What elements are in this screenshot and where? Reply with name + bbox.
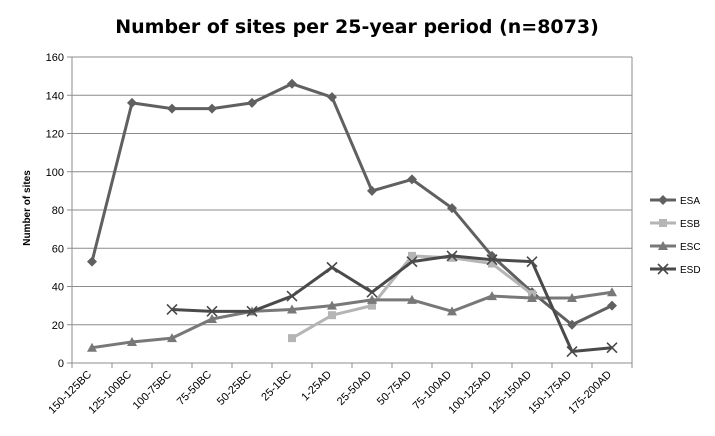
data-point-esd bbox=[526, 256, 538, 268]
data-point-esc bbox=[167, 333, 177, 343]
legend: ESA ESB ESC ESD bbox=[650, 195, 701, 276]
y-tick-label: 120 bbox=[46, 129, 64, 141]
legend-item-esc: ESC bbox=[650, 241, 701, 253]
data-point-esc bbox=[407, 294, 417, 304]
legend-label: ESD bbox=[680, 265, 701, 276]
legend-marker bbox=[659, 219, 667, 227]
data-point-esc bbox=[607, 287, 617, 297]
data-point-esd bbox=[566, 345, 578, 358]
legend-item-esa: ESA bbox=[650, 195, 700, 207]
y-tick-label: 0 bbox=[58, 358, 64, 370]
x-tick-label: 25-1BC bbox=[259, 369, 294, 404]
data-point-esc bbox=[207, 314, 217, 324]
series-line-esa bbox=[90, 82, 613, 327]
y-tick-label: 80 bbox=[52, 205, 64, 217]
data-point-esd bbox=[406, 256, 418, 268]
y-tick-label: 20 bbox=[52, 320, 64, 332]
y-tick-label: 40 bbox=[52, 282, 64, 294]
data-point-esa bbox=[407, 174, 417, 185]
y-tick-labels: 0 20 40 60 80 100 120 140 160 bbox=[46, 52, 64, 370]
data-point-esc bbox=[327, 300, 337, 310]
legend-item-esb: ESB bbox=[650, 219, 700, 230]
legend-label: ESC bbox=[680, 242, 701, 253]
data-point-esd bbox=[366, 286, 378, 298]
data-point-esc bbox=[447, 306, 457, 316]
data-point-esd bbox=[166, 303, 178, 316]
legend-item-esd: ESD bbox=[650, 263, 701, 276]
series-esc bbox=[87, 287, 617, 352]
data-point-esb bbox=[288, 334, 296, 343]
data-point-esb bbox=[408, 251, 416, 260]
x-tick-label: 50-75AD bbox=[375, 369, 414, 408]
legend-label: ESA bbox=[680, 196, 700, 207]
data-point-esc bbox=[127, 336, 137, 346]
data-point-esc bbox=[527, 292, 537, 302]
data-point-esa bbox=[327, 92, 337, 103]
y-tick-label: 100 bbox=[46, 167, 64, 179]
legend-marker bbox=[658, 241, 668, 250]
data-point-esa bbox=[287, 78, 297, 89]
gridlines bbox=[67, 56, 632, 364]
data-point-esd bbox=[446, 250, 458, 262]
data-point-esd bbox=[486, 254, 498, 266]
data-point-esc bbox=[287, 304, 297, 314]
series-esd bbox=[166, 250, 618, 358]
data-point-esd bbox=[206, 305, 218, 317]
y-tick-label: 160 bbox=[46, 52, 64, 64]
data-point-esc bbox=[567, 292, 577, 302]
data-point-esb bbox=[328, 311, 336, 320]
data-point-esb bbox=[448, 253, 456, 262]
series-esb bbox=[288, 251, 536, 343]
y-axis-label: Number of sites bbox=[22, 170, 33, 246]
legend-marker bbox=[657, 263, 669, 275]
x-tick-label: 175-200AD bbox=[566, 369, 614, 417]
x-tick-label: 100-75BC bbox=[131, 369, 175, 413]
legend-label: ESB bbox=[680, 219, 700, 230]
data-point-esd bbox=[286, 290, 298, 302]
x-tick-label: 1-25AD bbox=[299, 369, 334, 404]
series bbox=[87, 78, 618, 358]
series-line-esc bbox=[91, 290, 613, 350]
x-tick-label: 125-100BC bbox=[86, 369, 134, 417]
x-tick-label: 75-50BC bbox=[175, 369, 214, 408]
data-point-esa bbox=[447, 203, 457, 214]
data-point-esa bbox=[567, 319, 577, 330]
data-point-esa bbox=[87, 256, 97, 267]
data-point-esb bbox=[488, 259, 496, 268]
data-point-esb bbox=[368, 301, 376, 310]
data-point-esc bbox=[87, 342, 97, 352]
x-tick-label: 25-50AD bbox=[335, 369, 374, 408]
axes bbox=[71, 57, 633, 368]
data-point-esa bbox=[127, 97, 137, 108]
data-point-esc bbox=[487, 291, 497, 301]
data-point-esa bbox=[247, 97, 257, 108]
data-point-esd bbox=[606, 342, 618, 354]
y-tick-label: 60 bbox=[52, 243, 64, 255]
data-point-esa bbox=[607, 300, 617, 311]
data-point-esc bbox=[367, 294, 377, 304]
data-point-esd bbox=[326, 261, 338, 273]
data-point-esa bbox=[167, 103, 177, 114]
data-point-esa bbox=[367, 185, 377, 196]
series-esa bbox=[87, 78, 617, 330]
data-point-esd bbox=[246, 305, 258, 317]
y-tick-label: 140 bbox=[46, 90, 64, 102]
legend-marker bbox=[658, 195, 668, 205]
chart-title: Number of sites per 25-year period (n=80… bbox=[115, 16, 599, 38]
data-point-esa bbox=[207, 103, 217, 114]
x-tick-label: 50-25BC bbox=[215, 369, 254, 408]
series-line-esd bbox=[171, 254, 613, 354]
